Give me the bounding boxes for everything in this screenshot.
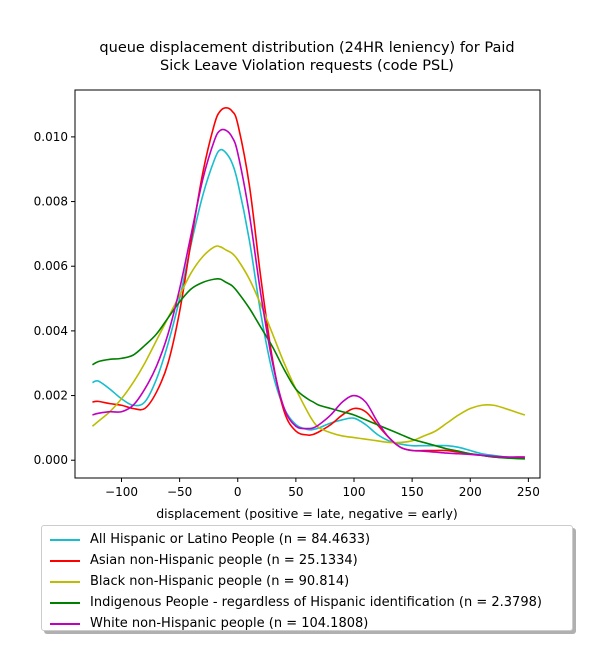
legend-label: Indigenous People - regardless of Hispan…	[90, 595, 542, 610]
x-tick-label: 150	[401, 485, 424, 499]
x-axis-label: displacement (positive = late, negative …	[156, 506, 458, 520]
y-tick-label: 0.006	[34, 259, 68, 273]
legend-label: All Hispanic or Latino People (n = 84.46…	[90, 532, 371, 547]
series-line-2	[92, 106, 525, 460]
y-tick-label: 0.010	[34, 130, 68, 144]
legend-entry: Black non-Hispanic people (n = 90.814)	[48, 571, 566, 592]
legend-swatch	[50, 538, 80, 541]
plot-lines	[91, 106, 526, 460]
chart-title-line-2: Sick Leave Violation requests (code PSL)	[160, 58, 454, 74]
x-tick-label: 50	[288, 485, 303, 499]
legend-swatch	[50, 580, 80, 583]
series-line-5	[92, 128, 525, 458]
legend-swatch	[50, 622, 80, 625]
x-tick-label: 250	[517, 485, 540, 499]
legend-entry: Asian non-Hispanic people (n = 25.1334)	[48, 550, 566, 571]
legend-label: White non-Hispanic people (n = 104.1808)	[90, 616, 369, 631]
x-tick-label: 100	[343, 485, 366, 499]
y-tick-label: 0.002	[34, 389, 68, 403]
y-tick-label: 0.000	[34, 453, 68, 467]
legend-entry: Indigenous People - regardless of Hispan…	[48, 592, 566, 613]
legend-entry: White non-Hispanic people (n = 104.1808)	[48, 613, 566, 634]
legend-entry: All Hispanic or Latino People (n = 84.46…	[48, 529, 566, 550]
y-tick-label: 0.004	[34, 324, 68, 338]
axes: −100 −50 0 50 100 150 200 250 0.000 0.002 0.004 0.0…	[34, 89, 541, 499]
x-tick-label: 200	[459, 485, 482, 499]
y-tick-label: 0.008	[34, 195, 68, 209]
series-line-4	[92, 277, 525, 460]
legend-swatch	[50, 559, 80, 562]
x-tick-label: 0	[234, 485, 242, 499]
chart-legend: All Hispanic or Latino People (n = 84.46…	[41, 525, 573, 631]
plot-frame	[74, 89, 541, 479]
chart-title-line-1: queue displacement distribution (24HR le…	[99, 40, 514, 56]
series-line-3	[91, 245, 526, 444]
x-tick-label: −50	[167, 485, 192, 499]
legend-label: Black non-Hispanic people (n = 90.814)	[90, 574, 350, 589]
legend-swatch	[50, 601, 80, 604]
legend-label: Asian non-Hispanic people (n = 25.1334)	[90, 553, 358, 568]
series-line-1	[92, 148, 525, 459]
x-tick-label: −100	[105, 485, 138, 499]
chart-canvas: queue displacement distribution (24HR le…	[34, 40, 541, 520]
